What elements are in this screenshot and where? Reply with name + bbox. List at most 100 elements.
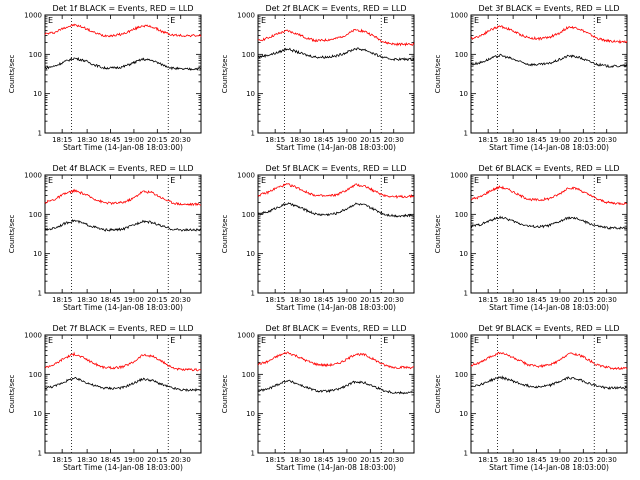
x-tick-label: 18:30 xyxy=(503,456,523,464)
panel-title: Det 7f BLACK = Events, RED = LLD xyxy=(52,324,193,333)
y-axis-label: Counts/sec xyxy=(8,375,16,414)
x-tick-label: 19:00 xyxy=(124,456,144,464)
x-tick-label: 18:45 xyxy=(526,136,546,144)
plot-frame xyxy=(470,334,628,454)
x-tick-label: 18:30 xyxy=(503,136,523,144)
y-tick-label: 1000 xyxy=(24,332,42,340)
y-tick-label: 100 xyxy=(29,371,42,379)
e-marker-right: E xyxy=(596,176,601,185)
panel-title: Det 8f BLACK = Events, RED = LLD xyxy=(265,324,406,333)
x-tick-label: 20:30 xyxy=(597,456,617,464)
x-tick-label: 20:15 xyxy=(147,296,167,304)
e-marker-right: E xyxy=(596,16,601,25)
x-tick-label: 18:15 xyxy=(478,296,498,304)
y-tick-label: 100 xyxy=(455,211,468,219)
panel-chart-svg: Det 3f BLACK = Events, RED = LLD 1 10 100 10… xyxy=(434,4,628,152)
panel-chart-svg: Det 8f BLACK = Events, RED = LLD 1 10 100 10… xyxy=(221,324,415,472)
series-line-events-black xyxy=(257,202,415,218)
x-axis-label: Start Time (14-Jan-08 18:03:00) xyxy=(63,143,183,152)
x-tick-label: 20:30 xyxy=(384,136,404,144)
x-axis-label: Start Time (14-Jan-08 18:03:00) xyxy=(276,463,396,472)
x-tick-label: 18:30 xyxy=(77,456,97,464)
series-line-lld-red xyxy=(470,25,628,44)
series-line-events-black xyxy=(257,379,415,395)
x-tick-label: 20:30 xyxy=(171,296,191,304)
panel-title: Det 3f BLACK = Events, RED = LLD xyxy=(478,4,619,13)
x-tick-label: 18:45 xyxy=(313,136,333,144)
e-marker-left: E xyxy=(48,16,53,25)
x-tick-label: 19:00 xyxy=(337,456,357,464)
panel-chart-svg: Det 1f BLACK = Events, RED = LLD 1 10 100 10… xyxy=(8,4,202,152)
x-tick-label: 19:00 xyxy=(124,296,144,304)
y-tick-label: 1000 xyxy=(237,332,255,340)
x-tick-label: 18:30 xyxy=(77,136,97,144)
series-line-lld-red xyxy=(44,23,202,38)
y-tick-label: 10 xyxy=(459,410,468,418)
y-tick-label: 10 xyxy=(246,250,255,258)
y-tick-label: 1 xyxy=(464,130,468,138)
x-tick-label: 18:45 xyxy=(100,296,120,304)
detector-panel-3: Det 3f BLACK = Events, RED = LLD 1 10 100 10… xyxy=(426,0,639,160)
panel-chart-svg: Det 4f BLACK = Events, RED = LLD 1 10 100 10… xyxy=(8,164,202,312)
y-axis-label: Counts/sec xyxy=(434,215,442,254)
plot-frame xyxy=(257,174,415,294)
y-tick-label: 10 xyxy=(33,250,42,258)
plot-frame xyxy=(257,14,415,134)
y-tick-label: 1 xyxy=(38,290,42,298)
y-tick-label: 1000 xyxy=(24,172,42,180)
x-tick-label: 20:15 xyxy=(147,136,167,144)
series-line-lld-red xyxy=(470,185,628,206)
y-tick-label: 1 xyxy=(464,290,468,298)
y-tick-label: 100 xyxy=(242,51,255,59)
plot-frame xyxy=(470,174,628,294)
x-axis-label: Start Time (14-Jan-08 18:03:00) xyxy=(63,463,183,472)
y-tick-label: 10 xyxy=(246,90,255,98)
x-tick-label: 18:15 xyxy=(265,296,285,304)
series-line-lld-red xyxy=(257,183,415,199)
x-tick-label: 20:15 xyxy=(360,456,380,464)
x-tick-label: 19:00 xyxy=(337,296,357,304)
x-tick-label: 18:30 xyxy=(77,296,97,304)
y-tick-label: 1000 xyxy=(237,172,255,180)
y-tick-label: 10 xyxy=(33,90,42,98)
e-marker-right: E xyxy=(383,16,388,25)
series-line-lld-red xyxy=(258,28,415,47)
x-tick-label: 19:00 xyxy=(550,456,570,464)
y-tick-label: 100 xyxy=(29,211,42,219)
y-tick-label: 10 xyxy=(459,90,468,98)
x-tick-label: 20:30 xyxy=(384,296,404,304)
plot-frame xyxy=(44,334,202,454)
y-tick-label: 10 xyxy=(459,250,468,258)
x-axis-label: Start Time (14-Jan-08 18:03:00) xyxy=(489,463,609,472)
panel-chart-svg: Det 7f BLACK = Events, RED = LLD 1 10 100 10… xyxy=(8,324,202,472)
plot-frame xyxy=(44,14,202,134)
e-marker-left: E xyxy=(474,336,479,345)
e-marker-left: E xyxy=(474,176,479,185)
y-tick-label: 1000 xyxy=(24,12,42,20)
x-axis-label: Start Time (14-Jan-08 18:03:00) xyxy=(276,143,396,152)
panel-title: Det 4f BLACK = Events, RED = LLD xyxy=(52,164,193,173)
y-tick-label: 1000 xyxy=(237,12,255,20)
e-marker-right: E xyxy=(170,16,175,25)
y-tick-label: 1 xyxy=(38,130,42,138)
x-tick-label: 20:30 xyxy=(384,456,404,464)
plot-frame xyxy=(470,14,628,134)
e-marker-left: E xyxy=(261,16,266,25)
x-tick-label: 20:15 xyxy=(573,296,593,304)
y-tick-label: 10 xyxy=(33,410,42,418)
series-line-events-black xyxy=(44,56,202,71)
x-tick-label: 18:15 xyxy=(52,456,72,464)
x-tick-label: 18:15 xyxy=(478,456,498,464)
detector-panel-2: Det 2f BLACK = Events, RED = LLD 1 10 100 10… xyxy=(213,0,426,160)
panel-title: Det 1f BLACK = Events, RED = LLD xyxy=(52,4,193,13)
x-tick-label: 18:15 xyxy=(52,296,72,304)
e-marker-right: E xyxy=(383,176,388,185)
detector-panel-7: Det 7f BLACK = Events, RED = LLD 1 10 100 10… xyxy=(0,320,213,480)
x-tick-label: 19:00 xyxy=(337,136,357,144)
x-tick-label: 19:00 xyxy=(550,136,570,144)
series-line-events-black xyxy=(470,215,628,231)
panel-title: Det 9f BLACK = Events, RED = LLD xyxy=(478,324,619,333)
x-tick-label: 20:30 xyxy=(597,136,617,144)
e-marker-right: E xyxy=(383,336,388,345)
